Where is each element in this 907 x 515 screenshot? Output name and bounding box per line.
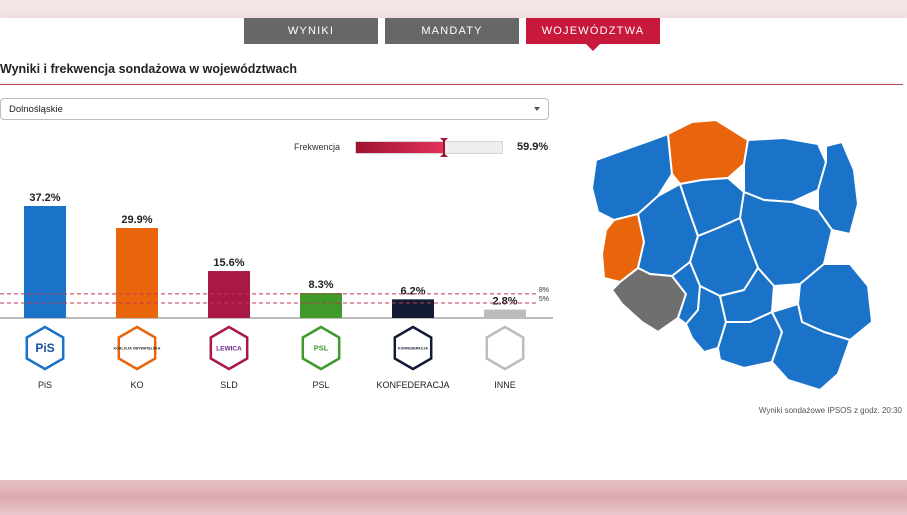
- tab-bar: WYNIKI MANDATY WOJEWÓDZTWA: [244, 18, 660, 51]
- turnout-marker: [439, 138, 448, 157]
- bar-label-pis: 37.2%: [29, 192, 60, 204]
- party-name-inne: INNE: [494, 380, 516, 390]
- bar-ko: [116, 227, 158, 318]
- party-logo-inne: [485, 325, 525, 371]
- party-logo-text-pis: PiS: [35, 341, 54, 355]
- party-logo-sld: [209, 325, 249, 371]
- bar-inne: [484, 309, 526, 318]
- party-name-konfederacja: KONFEDERACJA: [376, 380, 449, 390]
- bar-sld: [208, 271, 250, 318]
- party-logo-text-ko: KOALICJA OBYWATELSKA: [114, 346, 161, 350]
- bar-label-konfederacja: 6.2%: [400, 285, 425, 297]
- threshold-label-5: 5%: [539, 296, 549, 303]
- party-name-ko: KO: [130, 380, 143, 390]
- turnout-label: Frekwencja: [294, 142, 341, 152]
- region-select-value: Dolnośląskie: [9, 103, 63, 115]
- party-name-psl: PSL: [312, 380, 329, 390]
- tab-seats[interactable]: MANDATY: [385, 18, 519, 44]
- party-name-pis: PiS: [38, 380, 52, 390]
- bar-label-psl: 8.3%: [308, 279, 333, 291]
- turnout-bar: [355, 138, 503, 157]
- poland-map: [591, 119, 873, 391]
- region-select[interactable]: Dolnośląskie: [0, 98, 549, 120]
- party-logo-psl: [301, 325, 341, 371]
- bar-label-inne: 2.8%: [492, 296, 517, 308]
- party-logo-pis: [25, 325, 65, 371]
- party-logo-konfederacja: [393, 325, 433, 371]
- map-region-pomorskie[interactable]: [667, 119, 749, 185]
- bar-label-ko: 29.9%: [121, 214, 152, 226]
- party-logo-text-konfederacja: KONFEDERACJA: [398, 346, 428, 350]
- tab-voivodeships[interactable]: WOJEWÓDZTWA: [526, 18, 660, 51]
- turnout-bar-fill: [356, 142, 444, 153]
- tab-results[interactable]: WYNIKI: [244, 18, 378, 44]
- map-region-podlaskie[interactable]: [817, 141, 859, 235]
- map-region-warminsko-mazurskie[interactable]: [743, 137, 827, 203]
- title-divider: [0, 84, 903, 85]
- party-logo-text-sld: LEWICA: [216, 345, 242, 352]
- page-title: Wyniki i frekwencja sondażowa w wojewódz…: [0, 62, 298, 76]
- background-band: [0, 480, 907, 515]
- map-region-podkarpackie[interactable]: [771, 303, 851, 391]
- source-note: Wyniki sondażowe IPSOS z godz. 20:30: [758, 406, 902, 415]
- bar-konfederacja: [392, 299, 434, 318]
- threshold-label-8: 8%: [539, 287, 549, 294]
- bar-psl: [300, 293, 342, 318]
- party-results-chart: 37.2% PiS PiS 29.9% KOALICJA OBYWATELSKA KO 15…: [0, 192, 553, 390]
- bar-label-sld: 15.6%: [213, 257, 244, 269]
- chevron-down-icon: [534, 107, 540, 111]
- party-logo-ko: [117, 325, 157, 371]
- party-logo-text-psl: PSL: [314, 344, 329, 353]
- turnout-value: 59.9%: [517, 141, 549, 153]
- party-name-sld: SLD: [220, 380, 238, 390]
- bar-pis: [24, 206, 66, 318]
